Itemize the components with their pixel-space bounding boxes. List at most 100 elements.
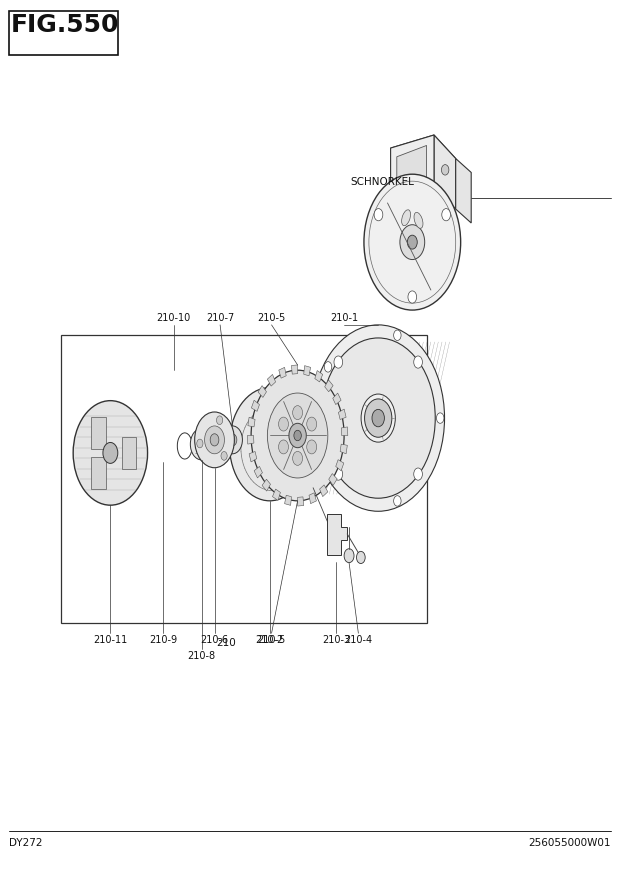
Text: DY272: DY272 — [9, 838, 43, 847]
Ellipse shape — [402, 210, 410, 226]
Text: 210-9: 210-9 — [149, 635, 177, 645]
Circle shape — [356, 551, 365, 564]
Circle shape — [324, 464, 332, 475]
Circle shape — [344, 549, 354, 563]
Text: 210-5: 210-5 — [257, 314, 286, 323]
Text: 256055000W01: 256055000W01 — [528, 838, 611, 847]
Circle shape — [223, 426, 242, 454]
Polygon shape — [339, 409, 346, 420]
Polygon shape — [333, 393, 341, 404]
Circle shape — [414, 356, 422, 368]
Polygon shape — [285, 496, 291, 505]
Polygon shape — [309, 493, 316, 503]
Circle shape — [103, 442, 118, 463]
Circle shape — [293, 451, 303, 465]
Circle shape — [307, 440, 317, 454]
Circle shape — [414, 468, 422, 480]
Polygon shape — [391, 135, 434, 199]
Circle shape — [307, 417, 317, 431]
Circle shape — [190, 429, 213, 460]
Circle shape — [394, 330, 401, 341]
Circle shape — [436, 413, 444, 423]
Circle shape — [205, 426, 224, 454]
Polygon shape — [267, 375, 276, 386]
Text: 210-11: 210-11 — [93, 635, 128, 645]
Text: 210-8: 210-8 — [187, 651, 216, 660]
Circle shape — [441, 165, 449, 175]
Polygon shape — [315, 370, 322, 382]
Polygon shape — [279, 368, 286, 378]
Circle shape — [73, 401, 148, 505]
Text: 210-2: 210-2 — [255, 635, 284, 645]
Bar — [61, 335, 427, 623]
Text: 210-5: 210-5 — [257, 635, 286, 645]
Bar — [122, 437, 136, 469]
Text: 210-3: 210-3 — [322, 635, 350, 645]
Bar — [9, 11, 118, 55]
Ellipse shape — [414, 213, 423, 228]
Polygon shape — [335, 460, 344, 470]
Circle shape — [210, 434, 219, 446]
Polygon shape — [298, 496, 304, 506]
Polygon shape — [434, 135, 456, 209]
Circle shape — [334, 468, 343, 480]
Polygon shape — [341, 427, 348, 436]
Circle shape — [407, 235, 417, 249]
Circle shape — [267, 393, 328, 478]
Text: 210-1: 210-1 — [330, 314, 358, 323]
Circle shape — [324, 361, 332, 372]
Polygon shape — [320, 485, 328, 496]
Circle shape — [294, 430, 301, 441]
Text: FIG.550: FIG.550 — [11, 13, 120, 37]
Polygon shape — [272, 489, 280, 501]
Polygon shape — [262, 479, 270, 491]
Polygon shape — [247, 436, 254, 444]
Circle shape — [365, 399, 392, 437]
Circle shape — [278, 440, 288, 454]
Polygon shape — [258, 386, 267, 397]
Polygon shape — [391, 135, 456, 172]
Circle shape — [228, 434, 237, 446]
Polygon shape — [254, 467, 262, 478]
Polygon shape — [291, 365, 298, 375]
Polygon shape — [329, 474, 337, 485]
Circle shape — [195, 412, 234, 468]
Polygon shape — [249, 451, 257, 462]
Text: 210: 210 — [216, 638, 236, 647]
Circle shape — [408, 291, 417, 303]
Polygon shape — [325, 380, 333, 392]
Text: 210-7: 210-7 — [206, 314, 234, 323]
Circle shape — [364, 174, 461, 310]
Circle shape — [216, 415, 223, 424]
Circle shape — [334, 356, 343, 368]
Polygon shape — [304, 366, 311, 375]
Text: SCHNORKEL: SCHNORKEL — [350, 178, 414, 187]
Circle shape — [442, 209, 451, 221]
Circle shape — [293, 406, 303, 420]
Circle shape — [400, 225, 425, 260]
Circle shape — [264, 436, 276, 453]
Bar — [91, 457, 106, 489]
Bar — [91, 417, 106, 449]
Circle shape — [229, 388, 310, 501]
Text: 210-10: 210-10 — [156, 314, 191, 323]
Circle shape — [198, 440, 205, 449]
Circle shape — [374, 209, 383, 221]
Circle shape — [278, 417, 288, 431]
Polygon shape — [397, 145, 427, 190]
Polygon shape — [248, 417, 255, 427]
Circle shape — [394, 496, 401, 506]
Circle shape — [289, 423, 306, 448]
Circle shape — [221, 451, 227, 460]
Circle shape — [251, 370, 344, 501]
Text: 210-6: 210-6 — [200, 635, 229, 645]
Polygon shape — [340, 444, 347, 454]
Circle shape — [197, 439, 203, 448]
Polygon shape — [251, 401, 260, 411]
Polygon shape — [327, 514, 347, 555]
Circle shape — [372, 409, 384, 427]
Polygon shape — [456, 159, 471, 223]
Text: eReplacementParts.com: eReplacementParts.com — [242, 404, 378, 415]
Text: 210-4: 210-4 — [344, 635, 373, 645]
Circle shape — [321, 338, 435, 498]
